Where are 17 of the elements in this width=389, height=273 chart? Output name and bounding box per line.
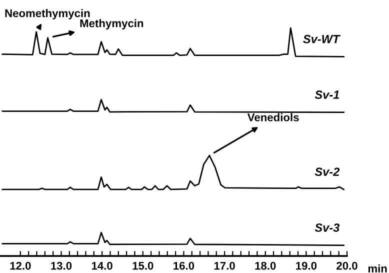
x-tick-label: 16.0 [174, 262, 194, 270]
annotation: Methymycin [80, 19, 144, 30]
x-tick-label: 19.0 [296, 262, 317, 270]
x-tick-label: 13.0 [51, 262, 72, 270]
x-tick-label: 17.0 [214, 262, 235, 270]
series-label: Sv-2 [314, 168, 340, 176]
x-tick-label: 20.0 [336, 262, 358, 270]
series-label: Sv-1 [314, 90, 340, 99]
series-label: Sv-WT [303, 34, 340, 44]
x-axis-title: min [368, 264, 387, 272]
series-label: Sv-3 [314, 223, 340, 232]
x-tick-label: 15.0 [132, 262, 154, 270]
x-tick-label: 14.0 [92, 262, 112, 270]
x-tick-label: 12.0 [10, 262, 31, 270]
annotation: Neomethymycin [5, 9, 90, 20]
annotation: Venediols [247, 113, 299, 122]
x-tick-label: 18.0 [255, 262, 276, 270]
